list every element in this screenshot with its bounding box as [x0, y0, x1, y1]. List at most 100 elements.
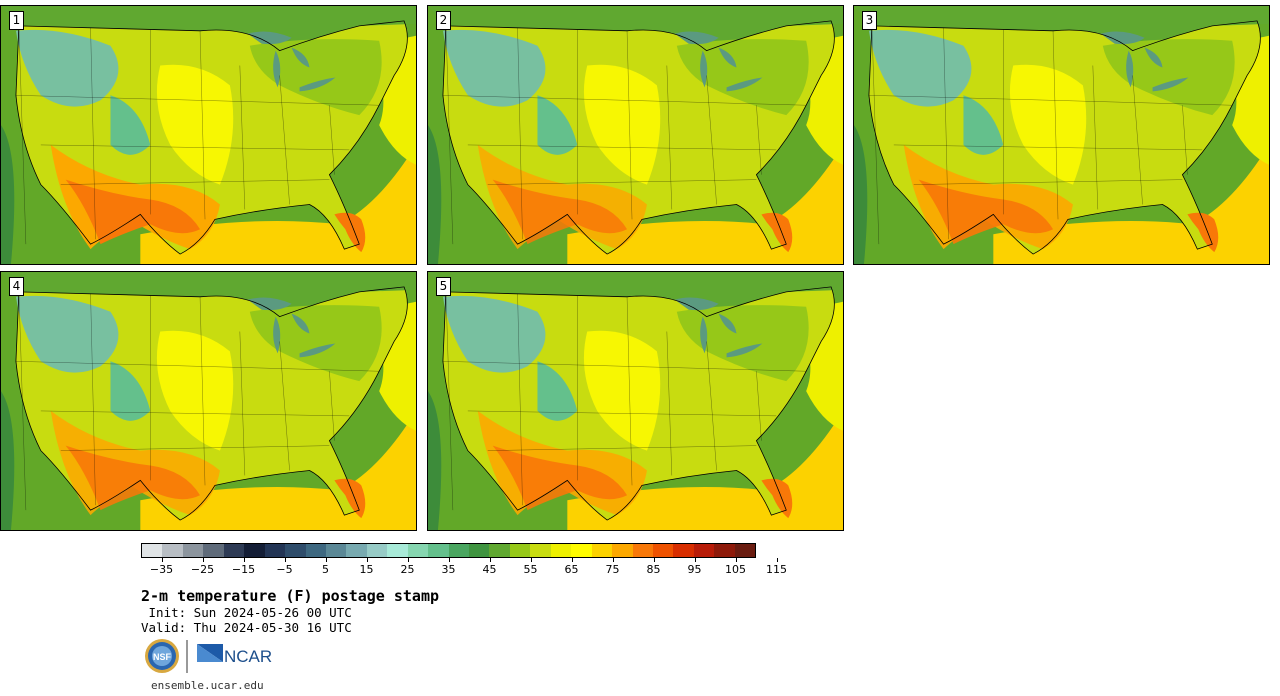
- coastline: [868, 20, 1261, 255]
- central-plains: [156, 330, 234, 451]
- state-border: [1052, 30, 1059, 220]
- state-border: [442, 361, 807, 372]
- florida: [334, 478, 366, 519]
- colorbar-swatch: [366, 544, 388, 557]
- canada: [428, 6, 843, 51]
- colorbar-swatch: [509, 544, 531, 557]
- lake-erie: [1152, 77, 1189, 92]
- colorbar-tick-label: 25: [400, 563, 415, 576]
- state-border: [199, 30, 206, 220]
- colorbar-swatch: [428, 544, 449, 557]
- state-border: [445, 25, 454, 245]
- lake-huron: [291, 47, 310, 68]
- desert-hot: [492, 445, 628, 511]
- valid-time: Valid: Thu 2024-05-30 16 UTC: [141, 620, 352, 635]
- colorbar-tick-label: 115: [766, 563, 787, 576]
- colorbar-swatch: [407, 544, 429, 557]
- lake-superior: [247, 297, 292, 311]
- lake-superior: [1100, 31, 1145, 45]
- website-link[interactable]: ensemble.ucar.edu: [151, 679, 264, 692]
- colorbar-tick: [776, 558, 778, 562]
- state-border: [487, 445, 757, 451]
- colorbar-swatch: [571, 544, 592, 557]
- colorbar-tick-label: 65: [564, 563, 579, 576]
- state-border: [18, 25, 27, 245]
- colorbar-tick-label: −25: [190, 563, 215, 576]
- colorado-rockies: [963, 95, 1004, 155]
- member-number: 1: [9, 11, 24, 30]
- ncar-logo-text: NCAR: [224, 647, 272, 666]
- colorbar-swatch: [346, 544, 367, 557]
- stamp-panel-1: 1: [0, 5, 417, 265]
- state-border: [1132, 75, 1143, 205]
- state-border: [60, 445, 330, 451]
- colorbar-tick-label: 75: [605, 563, 620, 576]
- offshore-water: [428, 6, 442, 264]
- colorbar-swatch: [162, 544, 183, 557]
- offshore-water: [1, 6, 15, 264]
- logos: NSF NCAR: [145, 639, 272, 673]
- lake-superior: [674, 31, 719, 45]
- state-border: [279, 75, 290, 205]
- temperature-map: [854, 6, 1269, 264]
- florida: [761, 212, 793, 253]
- canada: [854, 6, 1269, 51]
- lake-huron: [1144, 47, 1163, 68]
- colorado-rockies: [110, 361, 151, 421]
- state-border: [239, 331, 246, 476]
- northeast-region: [676, 39, 809, 116]
- colorbar-swatch: [325, 544, 347, 557]
- colorado-rockies: [537, 361, 578, 421]
- florida: [334, 212, 366, 253]
- state-border: [442, 95, 807, 106]
- state-border: [90, 293, 96, 506]
- colorbar-swatch: [469, 544, 490, 557]
- colorbar-tick-label: 15: [359, 563, 374, 576]
- state-border: [517, 293, 523, 506]
- colorbar-tick-label: 35: [441, 563, 456, 576]
- member-number: 3: [862, 11, 877, 30]
- rocky-mountains-cool: [15, 295, 119, 373]
- temperature-map: [1, 6, 416, 264]
- colorado-rockies: [537, 95, 578, 155]
- colorbar-swatch: [387, 544, 408, 557]
- state-border: [467, 144, 777, 151]
- coastline: [442, 286, 835, 521]
- lake-michigan: [1126, 50, 1134, 88]
- state-border: [626, 30, 633, 220]
- nsf-logo-icon: [145, 639, 179, 673]
- state-border: [15, 361, 380, 372]
- colorbar-tick: [489, 558, 491, 562]
- colorbar: [141, 543, 756, 558]
- colorbar-swatch: [285, 544, 306, 557]
- colorbar-tick-label: −15: [231, 563, 256, 576]
- lake-erie: [726, 77, 763, 92]
- state-border: [40, 144, 350, 151]
- colorbar-tick-label: 95: [687, 563, 702, 576]
- colorbar-swatch: [714, 544, 735, 557]
- temperature-map: [1, 272, 416, 530]
- colorbar-tick: [366, 558, 368, 562]
- colorbar-tick: [530, 558, 532, 562]
- desert-hot: [65, 179, 201, 245]
- offshore-water: [428, 272, 442, 530]
- state-border: [199, 296, 206, 486]
- colorbar-tick: [694, 558, 696, 562]
- state-border: [1092, 65, 1099, 210]
- colorbar-tick-label: 5: [322, 563, 329, 576]
- state-border: [868, 95, 1233, 106]
- rocky-mountains-cool: [442, 295, 546, 373]
- stamp-panel-3: 3: [853, 5, 1270, 265]
- northeast-region: [249, 305, 382, 382]
- colorbar-swatch: [448, 544, 469, 557]
- state-border: [15, 95, 380, 106]
- central-plains: [583, 64, 661, 185]
- state-border: [913, 179, 1183, 185]
- coastline: [15, 20, 408, 255]
- canada: [428, 272, 843, 317]
- colorbar-ticks: −35 −25 −15 −5 5 15 25 35 45 55 65 75 85 95 105 115: [141, 558, 787, 578]
- state-border: [60, 179, 330, 185]
- colorbar-tick-label: 55: [523, 563, 538, 576]
- colorbar-tick: [735, 558, 737, 562]
- colorbar-tick-label: 45: [482, 563, 497, 576]
